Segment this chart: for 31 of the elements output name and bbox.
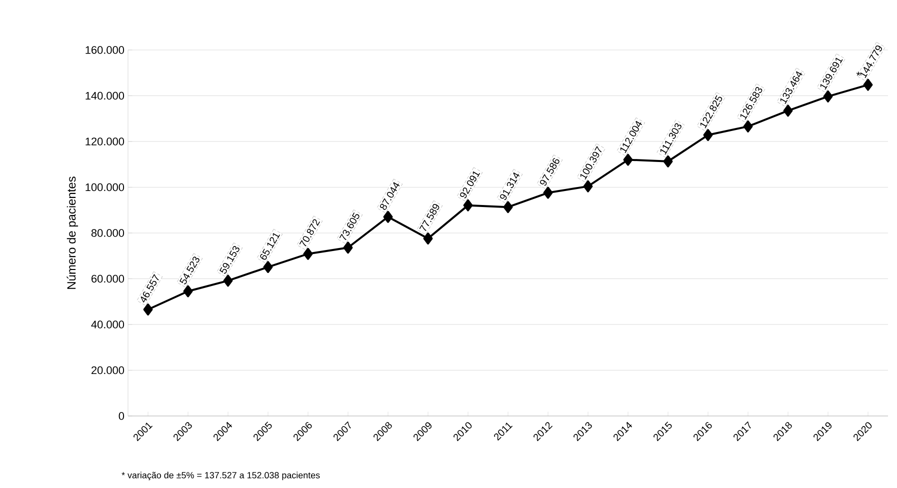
point xyxy=(783,104,793,117)
y-tick-label: 80.000 xyxy=(91,229,124,237)
y-tick-label: 60.000 xyxy=(92,274,124,283)
point xyxy=(183,285,193,298)
y-tick-label: 160.000 xyxy=(86,46,124,54)
point xyxy=(223,274,233,287)
point xyxy=(863,78,873,91)
point xyxy=(703,129,713,142)
point xyxy=(583,180,593,192)
point xyxy=(743,120,753,132)
annotation: * xyxy=(856,72,860,76)
point xyxy=(823,90,833,102)
point xyxy=(663,155,673,168)
point xyxy=(263,261,273,273)
point xyxy=(143,304,153,316)
y-tick-label: 40.000 xyxy=(91,320,124,328)
y-axis-title: Número de pacientes xyxy=(66,176,78,289)
y-tick-label: 120.000 xyxy=(86,138,124,146)
point xyxy=(543,186,553,199)
point xyxy=(383,210,393,223)
y-tick-label: 0 xyxy=(118,412,124,420)
point xyxy=(503,201,513,214)
y-tick-label: 20.000 xyxy=(92,366,124,374)
point xyxy=(463,199,473,212)
point xyxy=(343,242,353,254)
point xyxy=(303,248,313,260)
point xyxy=(423,232,433,244)
y-tick-label: 140.000 xyxy=(86,92,124,100)
text: * variação de ±5% = 137.527 a 152.038 pacientes xyxy=(122,472,320,480)
point xyxy=(623,154,633,166)
y-tick-label: 100.000 xyxy=(86,183,124,192)
